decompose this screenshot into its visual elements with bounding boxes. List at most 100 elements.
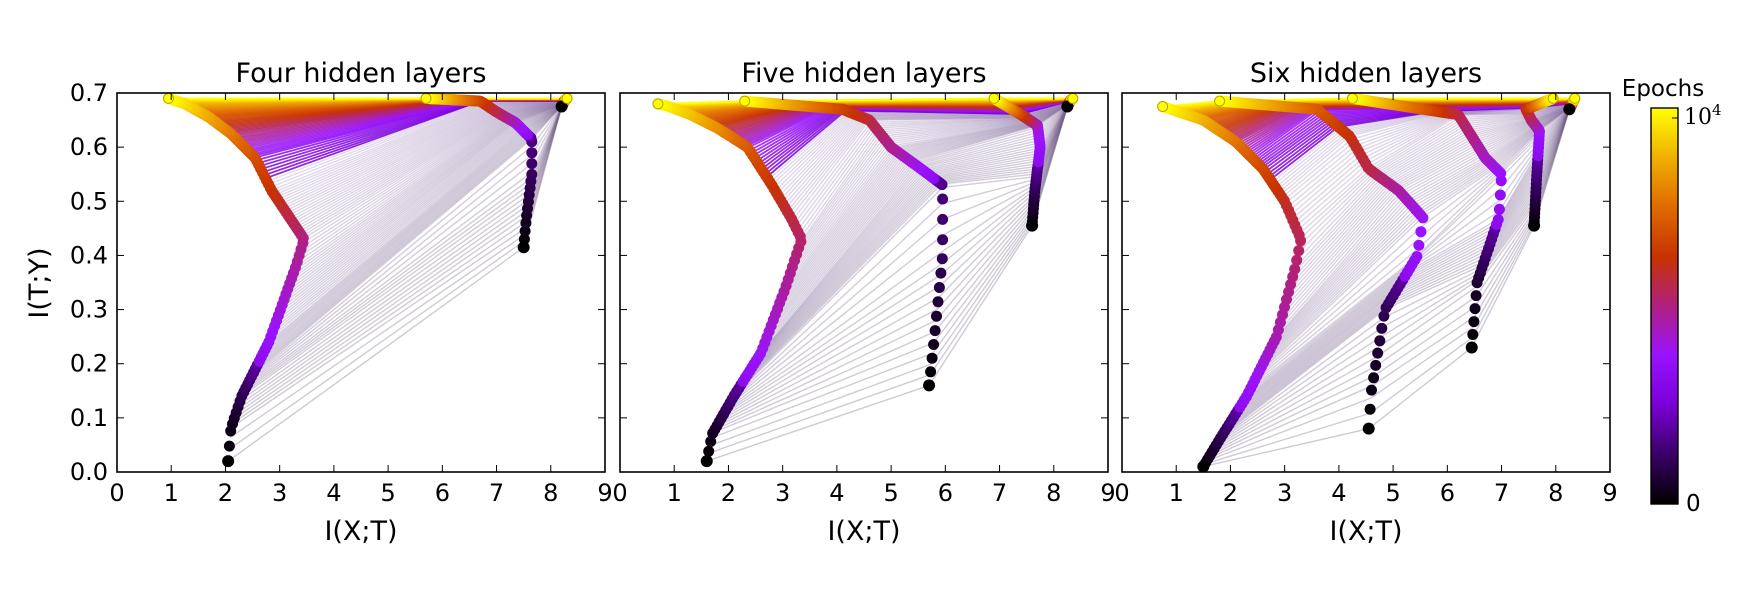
end-marker <box>1346 92 1358 104</box>
xtick-label: 5 <box>1385 479 1400 507</box>
trajectory-point <box>931 310 942 322</box>
xtick-label: 8 <box>543 479 558 507</box>
trajectory-point <box>1411 251 1423 262</box>
trajectory-point <box>937 234 949 246</box>
epoch-line <box>782 102 1070 296</box>
colorbar-title: Epochs <box>1622 76 1704 102</box>
xlabel-five: I(X;T) <box>827 516 900 547</box>
trajectory-point <box>526 168 538 180</box>
trajectory-point <box>223 440 235 452</box>
epoch-line <box>800 101 1070 243</box>
epoch-line <box>758 103 1070 357</box>
epoch-line <box>729 105 1069 404</box>
xtick-label: 9 <box>1602 479 1617 507</box>
trajectory-point <box>1289 263 1301 275</box>
epoch-line <box>706 106 1068 462</box>
end-marker <box>561 92 573 104</box>
epoch-line <box>1246 106 1571 396</box>
trajectory-point <box>937 193 949 205</box>
xtick-label: 6 <box>1440 479 1455 507</box>
ytick-label: 0.2 <box>70 350 108 378</box>
ylabel: I(T;Y) <box>24 247 55 318</box>
layer-trajectory <box>1346 92 1507 354</box>
epoch-line <box>760 103 1070 354</box>
trajectory-point <box>929 325 941 337</box>
epoch-line <box>777 102 1070 310</box>
end-marker <box>163 92 175 104</box>
xtick-label: 8 <box>1548 479 1563 507</box>
epoch-line <box>798 101 1070 235</box>
epoch-line <box>793 101 1070 262</box>
epoch-line <box>788 100 1071 215</box>
epoch-line <box>743 104 1069 381</box>
start-marker <box>1061 100 1074 113</box>
layer-trajectory <box>1214 95 1429 435</box>
epoch-line <box>765 103 1070 341</box>
trajectory-point <box>925 366 937 378</box>
epoch-line <box>748 104 1069 373</box>
epoch-line <box>717 105 1069 425</box>
layer-trajectory <box>555 92 573 113</box>
epoch-line <box>734 104 1069 395</box>
plot-area-four <box>163 92 573 468</box>
xticks-five: 0 1 2 3 4 5 6 7 8 9 <box>612 93 1116 507</box>
xtick-label: 3 <box>775 479 790 507</box>
start-marker <box>923 379 936 392</box>
ytick-label: 0.4 <box>70 241 108 269</box>
trajectory-point <box>1372 347 1384 359</box>
start-marker <box>1528 219 1541 232</box>
xticks-four: 0 1 2 3 4 5 6 7 8 9 <box>109 93 613 507</box>
epoch-line <box>791 101 1070 221</box>
epoch-line <box>741 104 1069 384</box>
axes-frame-six <box>1121 92 1611 473</box>
trajectory-point <box>1293 245 1305 257</box>
epoch-line <box>785 102 1070 287</box>
panel-four-layers: Four hidden layers I(X;T) I(T;Y) 0 1 2 3 4 5 6… <box>24 58 613 547</box>
end-marker <box>1569 92 1581 104</box>
xtick-label: 8 <box>1046 479 1061 507</box>
start-marker <box>555 100 568 113</box>
trajectory-point <box>1469 303 1481 315</box>
layer-trajectory <box>1520 92 1559 232</box>
trajectory-point <box>933 282 945 293</box>
xtick-label: 1 <box>667 479 682 507</box>
xtick-label: 4 <box>326 479 341 507</box>
trajectory-point <box>1470 290 1482 302</box>
xtick-label: 4 <box>829 479 844 507</box>
xtick-label: 7 <box>1494 479 1509 507</box>
epoch-line <box>714 105 1069 431</box>
end-marker <box>1067 92 1079 104</box>
yticks-five <box>620 92 1108 473</box>
panel-six-layers: Six hidden layers I(X;T) 0 1 2 3 4 5 6 7 8 9 <box>1114 58 1617 547</box>
start-marker <box>700 455 713 468</box>
epoch-line <box>719 105 1069 422</box>
trajectory-point <box>1366 384 1377 396</box>
layer-trajectory <box>739 95 949 392</box>
xtick-label: 9 <box>597 479 612 507</box>
layer-trajectory <box>1061 92 1079 113</box>
xtick-label: 4 <box>1331 479 1346 507</box>
plot-area-five <box>652 92 1079 468</box>
epoch-line <box>733 105 1069 398</box>
trajectory-point <box>703 445 715 457</box>
xtick-label: 6 <box>938 479 953 507</box>
epoch-line <box>736 104 1069 392</box>
epoch-line <box>790 102 1070 272</box>
end-marker <box>1547 92 1559 104</box>
epoch-line <box>750 104 1069 370</box>
colorbar-max-label: 104 <box>1684 101 1722 130</box>
trajectory-point <box>935 267 947 279</box>
epoch-line <box>798 101 1070 247</box>
epoch-line <box>783 102 1070 292</box>
trajectory-point <box>932 296 944 308</box>
epoch-line <box>1206 108 1571 462</box>
xtick-label: 0 <box>612 479 627 507</box>
epoch-line <box>657 97 1073 105</box>
epoch-line <box>756 103 1070 360</box>
start-marker <box>1026 219 1039 232</box>
epoch-line <box>746 104 1069 376</box>
epoch-line <box>751 104 1069 368</box>
epoch-line <box>780 102 1070 301</box>
start-marker <box>1465 341 1478 354</box>
plot-area-six <box>1157 92 1581 473</box>
